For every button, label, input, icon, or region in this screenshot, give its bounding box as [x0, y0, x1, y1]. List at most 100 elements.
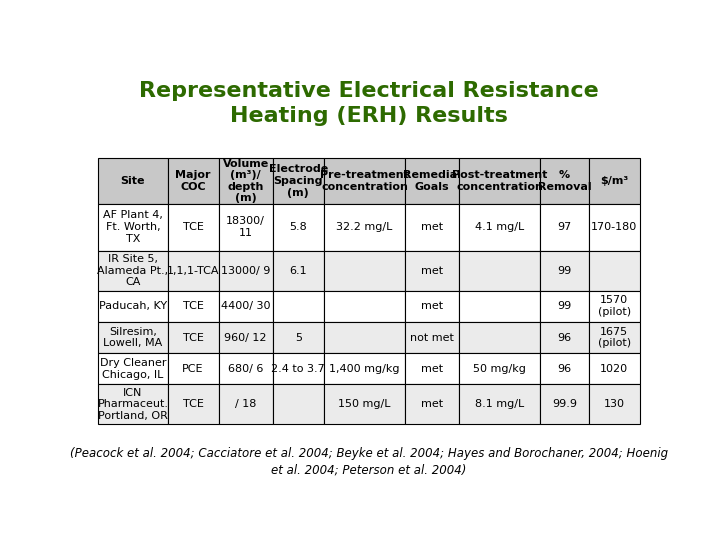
FancyBboxPatch shape [99, 251, 168, 291]
FancyBboxPatch shape [405, 384, 459, 424]
Text: met: met [421, 400, 444, 409]
FancyBboxPatch shape [541, 204, 588, 251]
Text: met: met [421, 364, 444, 374]
Text: ICN
Pharmaceut.
Portland, OR: ICN Pharmaceut. Portland, OR [97, 388, 168, 421]
FancyBboxPatch shape [324, 204, 405, 251]
Text: 5.8: 5.8 [289, 222, 307, 232]
FancyBboxPatch shape [168, 353, 219, 384]
FancyBboxPatch shape [219, 251, 273, 291]
FancyBboxPatch shape [99, 384, 168, 424]
Text: 96: 96 [557, 333, 572, 342]
Text: not met: not met [410, 333, 454, 342]
Text: 99.9: 99.9 [552, 400, 577, 409]
FancyBboxPatch shape [99, 322, 168, 353]
Text: 130: 130 [603, 400, 624, 409]
Text: 4400/ 30: 4400/ 30 [221, 301, 271, 311]
Text: (Peacock et al. 2004; Cacciatore et al. 2004; Beyke et al. 2004; Hayes and Boroc: (Peacock et al. 2004; Cacciatore et al. … [70, 448, 668, 476]
Text: Major
COC: Major COC [176, 170, 211, 192]
Text: IR Site 5,
Alameda Pt.,
CA: IR Site 5, Alameda Pt., CA [97, 254, 168, 287]
FancyBboxPatch shape [168, 322, 219, 353]
Text: TCE: TCE [183, 400, 204, 409]
FancyBboxPatch shape [405, 353, 459, 384]
Text: TCE: TCE [183, 301, 204, 311]
FancyBboxPatch shape [405, 251, 459, 291]
Text: 6.1: 6.1 [289, 266, 307, 275]
Text: Remedial
Goals: Remedial Goals [403, 170, 461, 192]
Text: 8.1 mg/L: 8.1 mg/L [475, 400, 524, 409]
FancyBboxPatch shape [99, 158, 168, 204]
Text: 5: 5 [294, 333, 302, 342]
FancyBboxPatch shape [405, 322, 459, 353]
Text: Post-treatment
concentration: Post-treatment concentration [452, 170, 547, 192]
Text: 18300/
11: 18300/ 11 [226, 216, 265, 238]
FancyBboxPatch shape [324, 322, 405, 353]
FancyBboxPatch shape [168, 158, 219, 204]
FancyBboxPatch shape [541, 251, 588, 291]
Text: $/m³: $/m³ [600, 176, 628, 186]
FancyBboxPatch shape [588, 204, 639, 251]
FancyBboxPatch shape [541, 158, 588, 204]
Text: 960/ 12: 960/ 12 [225, 333, 267, 342]
Text: TCE: TCE [183, 333, 204, 342]
Text: 1,1,1-TCA: 1,1,1-TCA [167, 266, 220, 275]
Text: 1675
(pilot): 1675 (pilot) [598, 327, 631, 348]
Text: 1020: 1020 [600, 364, 628, 374]
FancyBboxPatch shape [273, 322, 324, 353]
Text: Pre-treatment
concentration: Pre-treatment concentration [320, 170, 409, 192]
FancyBboxPatch shape [405, 204, 459, 251]
FancyBboxPatch shape [168, 384, 219, 424]
FancyBboxPatch shape [405, 158, 459, 204]
FancyBboxPatch shape [324, 251, 405, 291]
Text: 13000/ 9: 13000/ 9 [221, 266, 271, 275]
FancyBboxPatch shape [219, 322, 273, 353]
Text: met: met [421, 222, 444, 232]
Text: 99: 99 [557, 266, 572, 275]
FancyBboxPatch shape [588, 158, 639, 204]
Text: Volume
(m³)/
depth
(m): Volume (m³)/ depth (m) [222, 159, 269, 204]
FancyBboxPatch shape [273, 384, 324, 424]
Text: met: met [421, 301, 444, 311]
FancyBboxPatch shape [541, 384, 588, 424]
Text: 170-180: 170-180 [591, 222, 637, 232]
FancyBboxPatch shape [588, 251, 639, 291]
Text: Site: Site [121, 176, 145, 186]
FancyBboxPatch shape [99, 353, 168, 384]
Text: Representative Electrical Resistance
Heating (ERH) Results: Representative Electrical Resistance Hea… [139, 82, 599, 126]
Text: 96: 96 [557, 364, 572, 374]
Text: 2.4 to 3.7: 2.4 to 3.7 [271, 364, 325, 374]
Text: / 18: / 18 [235, 400, 256, 409]
FancyBboxPatch shape [168, 291, 219, 322]
Text: Dry Cleaner
Chicago, IL: Dry Cleaner Chicago, IL [99, 358, 166, 380]
Text: Silresim,
Lowell, MA: Silresim, Lowell, MA [104, 327, 163, 348]
FancyBboxPatch shape [99, 204, 168, 251]
FancyBboxPatch shape [541, 353, 588, 384]
Text: PCE: PCE [182, 364, 204, 374]
FancyBboxPatch shape [219, 384, 273, 424]
Text: Electrode
Spacing
(m): Electrode Spacing (m) [269, 164, 328, 198]
Text: AF Plant 4,
Ft. Worth,
TX: AF Plant 4, Ft. Worth, TX [103, 211, 163, 244]
FancyBboxPatch shape [459, 204, 541, 251]
Text: %
Removal: % Removal [538, 170, 591, 192]
Text: 4.1 mg/L: 4.1 mg/L [475, 222, 524, 232]
Text: 1570
(pilot): 1570 (pilot) [598, 295, 631, 317]
FancyBboxPatch shape [219, 353, 273, 384]
Text: 150 mg/L: 150 mg/L [338, 400, 391, 409]
FancyBboxPatch shape [541, 322, 588, 353]
FancyBboxPatch shape [273, 204, 324, 251]
FancyBboxPatch shape [459, 353, 541, 384]
FancyBboxPatch shape [588, 384, 639, 424]
FancyBboxPatch shape [324, 384, 405, 424]
FancyBboxPatch shape [405, 291, 459, 322]
FancyBboxPatch shape [459, 291, 541, 322]
Text: TCE: TCE [183, 222, 204, 232]
Text: 32.2 mg/L: 32.2 mg/L [336, 222, 392, 232]
FancyBboxPatch shape [459, 251, 541, 291]
FancyBboxPatch shape [459, 322, 541, 353]
Text: Paducah, KY: Paducah, KY [99, 301, 167, 311]
FancyBboxPatch shape [219, 158, 273, 204]
Text: 50 mg/kg: 50 mg/kg [473, 364, 526, 374]
FancyBboxPatch shape [99, 291, 168, 322]
FancyBboxPatch shape [588, 291, 639, 322]
FancyBboxPatch shape [324, 353, 405, 384]
FancyBboxPatch shape [168, 251, 219, 291]
